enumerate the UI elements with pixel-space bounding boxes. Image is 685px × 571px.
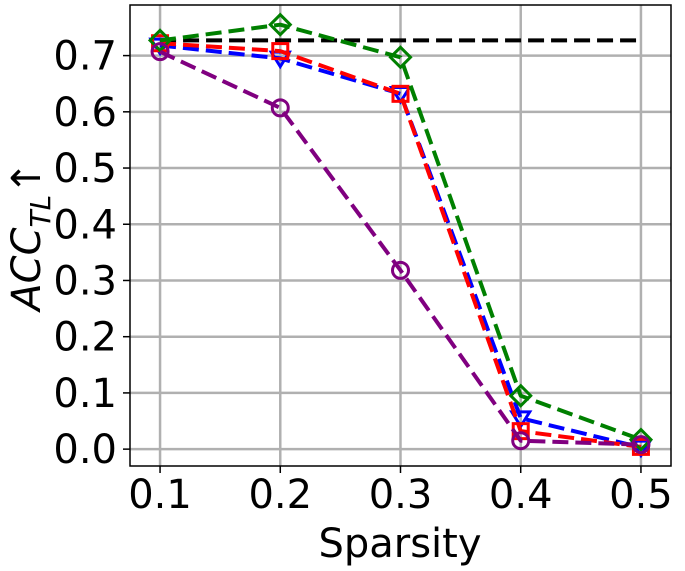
triangle-marker	[629, 439, 653, 459]
y-tick-label: 0.1	[53, 371, 117, 417]
square-marker	[391, 84, 410, 103]
series-diamond	[147, 12, 654, 452]
series-line	[159, 43, 642, 450]
y-axis-label: ACCTL↑	[4, 161, 57, 313]
series-lines	[147, 12, 654, 459]
x-tick-label: 0.3	[369, 472, 433, 518]
y-axis-label-main: ACC	[4, 227, 50, 313]
x-tick-label: 0.5	[609, 472, 673, 518]
y-tick-label: 0.7	[53, 34, 117, 80]
diamond-marker	[268, 12, 293, 37]
y-axis-label-arrow: ↑	[4, 161, 50, 195]
x-tick-label: 0.2	[248, 472, 312, 518]
x-tick-label: 0.4	[489, 472, 553, 518]
series-line	[159, 49, 642, 447]
y-axis-label-subscript: TL	[24, 195, 57, 228]
x-axis-ticks: 0.1 0.2 0.3 0.4 0.5	[128, 466, 673, 518]
circle-marker	[631, 435, 651, 455]
diamond-marker	[147, 28, 173, 53]
y-tick-label: 0.0	[53, 427, 117, 473]
y-tick-label: 0.3	[53, 258, 117, 304]
diamond-marker	[388, 45, 413, 70]
series-circle	[150, 42, 651, 455]
y-axis-ticks: 0.0 0.1 0.2 0.3 0.4 0.5 0.6 0.7	[53, 34, 130, 473]
square-marker	[271, 42, 290, 61]
series-line	[159, 41, 642, 449]
svg-text:ACCTL↑: ACCTL↑	[4, 161, 57, 313]
y-tick-label: 0.5	[53, 146, 117, 192]
diamond-marker	[508, 383, 533, 408]
diamond-marker	[628, 427, 654, 452]
circle-marker	[511, 431, 531, 451]
x-tick-label: 0.1	[128, 472, 192, 518]
x-axis-label: Sparsity	[318, 521, 481, 567]
circle-marker	[270, 98, 290, 118]
y-tick-label: 0.4	[53, 202, 117, 248]
circle-marker	[150, 42, 170, 62]
series-line	[159, 22, 642, 442]
y-tick-label: 0.2	[53, 315, 117, 361]
y-tick-label: 0.6	[53, 90, 117, 136]
circle-marker	[391, 260, 410, 280]
triangle-marker	[509, 410, 533, 430]
